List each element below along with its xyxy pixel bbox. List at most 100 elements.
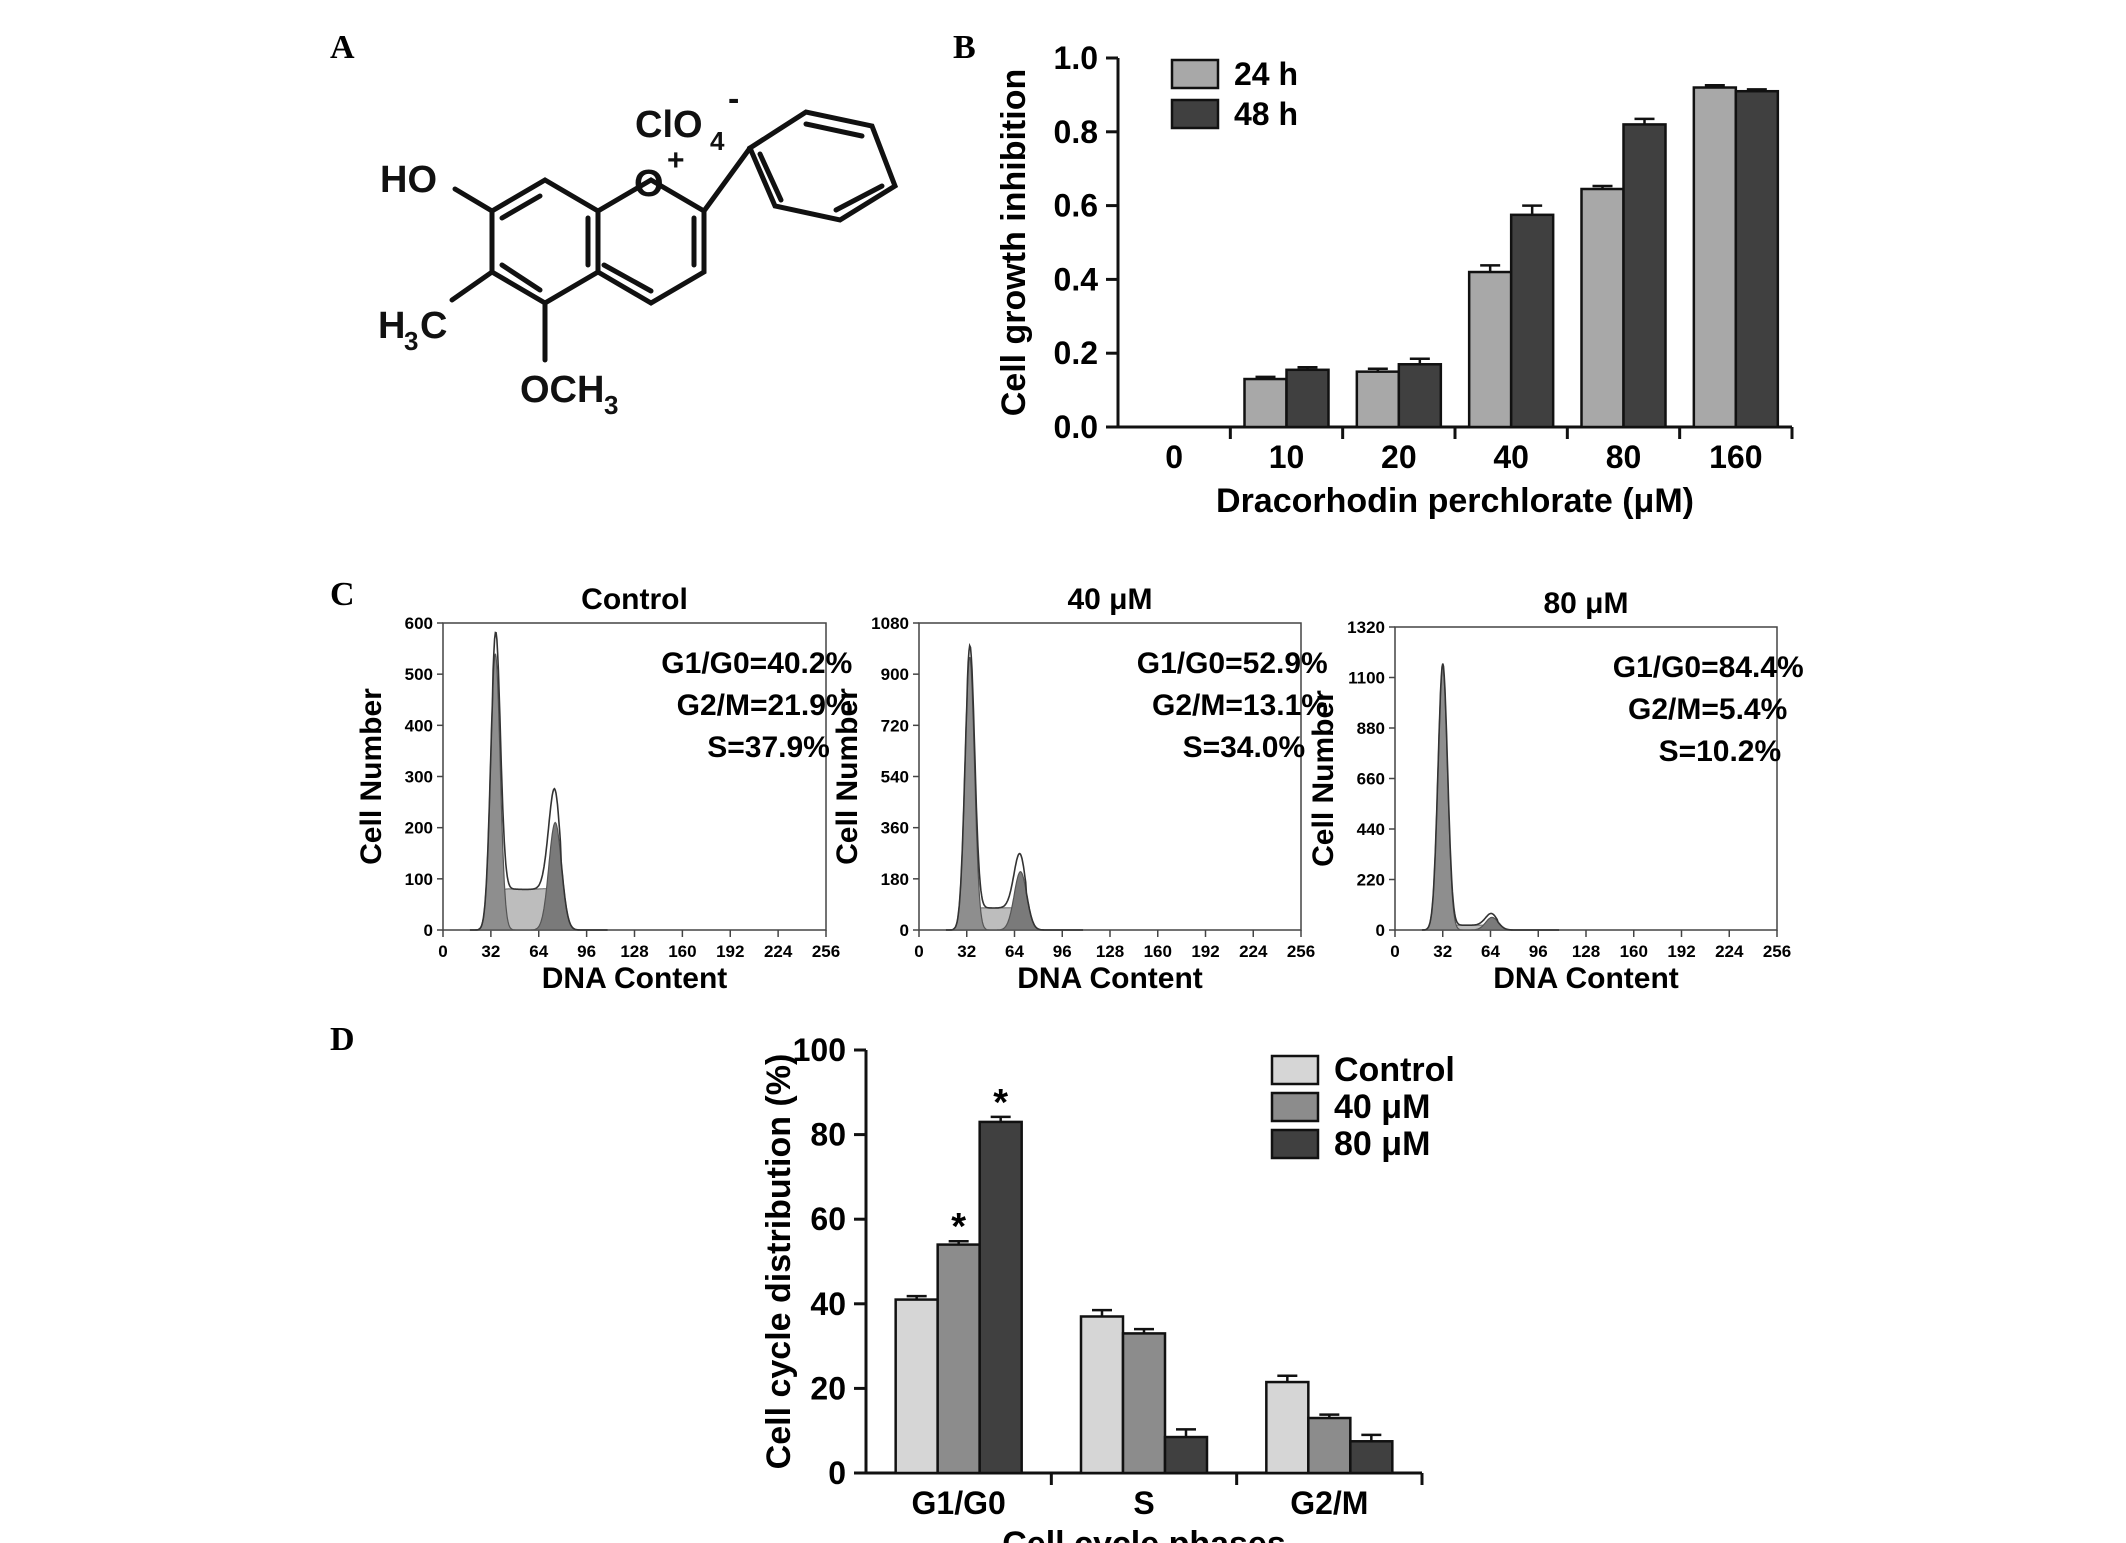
y-tick-label: 40 xyxy=(810,1286,846,1322)
phase-annotation: S=34.0% xyxy=(1183,731,1306,764)
y-tick-label: 0 xyxy=(1376,921,1385,940)
x-tick-label: G2/M xyxy=(1290,1485,1368,1521)
phase-annotation: G2/M=5.4% xyxy=(1628,693,1787,726)
y-tick-label: 60 xyxy=(810,1201,846,1237)
x-tick-label: G1/G0 xyxy=(912,1485,1006,1521)
chart-layer: 0.00.20.40.60.81.00 10 20 40 80 160Dracorhodi… xyxy=(355,40,1804,1543)
x-tick-label: 224 xyxy=(1239,942,1268,961)
y-tick-label: 0 xyxy=(900,921,909,940)
y-axis-label: Cell Number xyxy=(1307,690,1340,867)
legend-label: Control xyxy=(1334,1051,1455,1089)
clo4-charge: - xyxy=(728,80,739,118)
chart-C3: 0 220 440 660 880 1100 1320 0 32 64 96 128 160 192 224… xyxy=(1307,587,1804,995)
x-tick-label: 0 xyxy=(914,942,923,961)
x-tick-label: 160 xyxy=(1620,942,1648,961)
x-tick-label: 128 xyxy=(620,942,648,961)
x-tick-label: 80 xyxy=(1606,439,1642,475)
x-tick-label: 192 xyxy=(1667,942,1695,961)
legend-swatch xyxy=(1270,1091,1320,1123)
panel-letter-b: B xyxy=(953,29,976,66)
x-tick-label: 192 xyxy=(716,942,744,961)
legend-swatch xyxy=(1270,1128,1320,1160)
ring-left xyxy=(489,177,601,306)
ho-label: HO xyxy=(380,159,437,201)
y-tick-label: 1080 xyxy=(871,614,909,633)
panel-letter-d: D xyxy=(330,1021,355,1058)
x-axis-label: DNA Content xyxy=(1493,962,1679,995)
bar xyxy=(894,1298,939,1475)
x-tick-label: 192 xyxy=(1191,942,1219,961)
bar xyxy=(1692,86,1738,429)
bar xyxy=(1349,1440,1394,1475)
h3c-label: H xyxy=(378,305,405,347)
x-tick-label: 96 xyxy=(577,942,596,961)
x-tick-label: 160 xyxy=(668,942,696,961)
y-tick-label: 360 xyxy=(881,819,909,838)
x-tick-label: 256 xyxy=(1763,942,1791,961)
y-tick-label: 0.4 xyxy=(1054,261,1099,297)
panel-letter-a: A xyxy=(330,29,355,66)
y-tick-label: 180 xyxy=(881,870,909,889)
x-tick-label: 32 xyxy=(1433,942,1452,961)
y-tick-label: 0 xyxy=(828,1455,846,1491)
x-tick-label: 224 xyxy=(764,942,793,961)
bar xyxy=(1509,213,1555,429)
x-tick-label: 64 xyxy=(1005,942,1024,961)
bar xyxy=(1355,370,1401,429)
x-tick-label: 160 xyxy=(1144,942,1172,961)
x-tick-label: 20 xyxy=(1381,439,1417,475)
x-tick-label: 40 xyxy=(1493,439,1529,475)
y-tick-label: 0.0 xyxy=(1054,409,1098,445)
legend-swatch xyxy=(1170,98,1220,130)
y-axis-label: Cell growth inhibition xyxy=(995,69,1033,417)
x-tick-label: 128 xyxy=(1096,942,1124,961)
histogram-envelope xyxy=(945,642,1084,931)
bar xyxy=(1079,1315,1125,1475)
y-tick-label: 400 xyxy=(405,716,433,735)
y-tick-label: 100 xyxy=(793,1032,846,1068)
x-tick-label: 96 xyxy=(1053,942,1072,961)
y-axis-label: Cell Number xyxy=(355,688,388,865)
panel-letter-c: C xyxy=(330,576,355,613)
histogram-envelope xyxy=(469,631,608,931)
chart-C2: 0 180 360 540 720 900 1080 0 32 64 96 128 160 192 224 2… xyxy=(831,583,1328,995)
y-tick-label: 720 xyxy=(881,716,909,735)
x-tick-label: 32 xyxy=(957,942,976,961)
legend-swatch xyxy=(1170,58,1220,90)
structure-labels: HO ClO 4 - O + H 3 C OCH 3 xyxy=(378,80,739,420)
y-tick-label: 1320 xyxy=(1347,618,1385,637)
clo4-label: ClO xyxy=(635,104,703,146)
y-tick-label: 900 xyxy=(881,665,909,684)
phase-annotation: G1/G0=40.2% xyxy=(661,647,852,680)
bar xyxy=(1163,1435,1209,1475)
x-tick-label: S xyxy=(1133,1485,1154,1521)
y-axis-label: Cell Number xyxy=(831,688,864,865)
plus-charge: + xyxy=(667,144,685,177)
bar xyxy=(978,1120,1023,1475)
histogram-envelope xyxy=(1421,663,1560,931)
x-tick-label: 64 xyxy=(529,942,548,961)
y-tick-label: 200 xyxy=(405,819,433,838)
y-tick-label: 0 xyxy=(424,921,433,940)
ring-middle xyxy=(595,177,707,306)
x-tick-label: 96 xyxy=(1529,942,1548,961)
x-axis-label: DNA Content xyxy=(1017,962,1203,995)
y-tick-label: 600 xyxy=(405,614,433,633)
h3c-subscript: 3 xyxy=(404,326,418,356)
x-tick-label: 0 xyxy=(438,942,447,961)
h3c-carbon: C xyxy=(420,305,447,347)
x-tick-label: 160 xyxy=(1709,439,1762,475)
y-tick-label: 220 xyxy=(1357,871,1385,890)
x-tick-label: 256 xyxy=(1287,942,1315,961)
clo4-subscript: 4 xyxy=(710,126,725,156)
bar xyxy=(1285,368,1330,429)
bar xyxy=(1580,187,1625,429)
y-tick-label: 540 xyxy=(881,768,909,787)
x-tick-label: 0 xyxy=(1165,439,1183,475)
y-tick-label: 440 xyxy=(1357,820,1385,839)
x-tick-label: 256 xyxy=(812,942,840,961)
bar xyxy=(1121,1332,1167,1475)
y-tick-label: 80 xyxy=(810,1117,846,1153)
